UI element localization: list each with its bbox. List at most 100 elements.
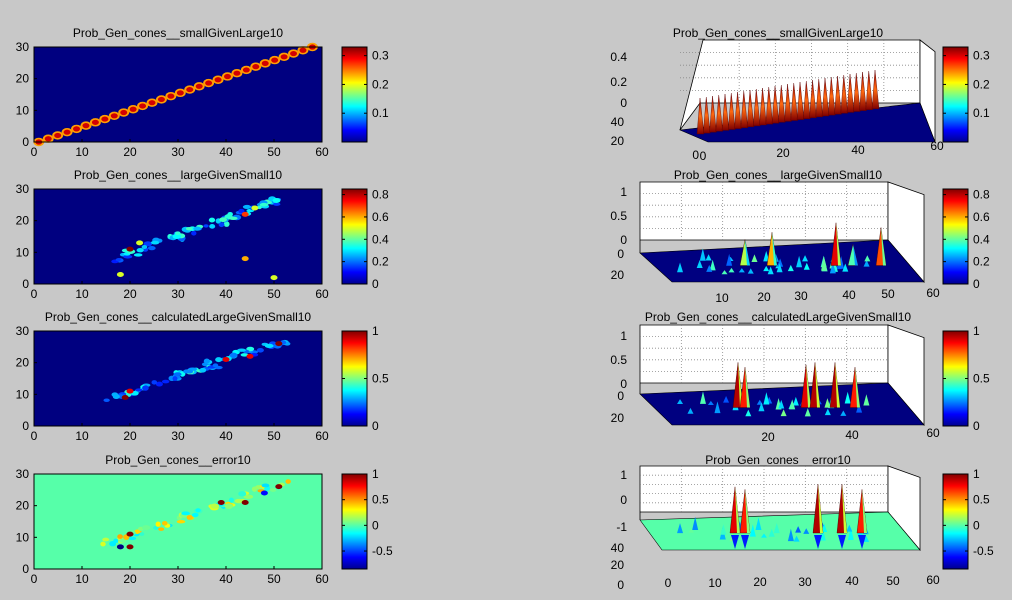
surface-peak bbox=[855, 367, 860, 408]
data-cell bbox=[136, 248, 144, 253]
data-cell bbox=[264, 343, 274, 348]
data-cell bbox=[219, 217, 228, 222]
data-cell bbox=[228, 497, 234, 503]
surface-peak bbox=[814, 535, 822, 549]
data-cell bbox=[142, 385, 149, 391]
colorbar-gradient bbox=[341, 330, 368, 427]
surface-peak bbox=[745, 239, 750, 266]
colorbar-tick-label: 0 bbox=[372, 277, 379, 291]
x-tick-label: 20 bbox=[123, 429, 137, 443]
surface-peak bbox=[792, 396, 799, 406]
surface-peak bbox=[720, 524, 727, 535]
colorbar-tick-label: 0.5 bbox=[372, 372, 389, 386]
colorbar-tick-label: 0.1 bbox=[372, 106, 389, 120]
y-tick-label: 20 bbox=[611, 411, 625, 425]
data-cell bbox=[217, 500, 225, 505]
surface-peak bbox=[802, 255, 809, 262]
data-cell bbox=[129, 106, 137, 112]
surface-peak bbox=[819, 528, 826, 541]
data-cell bbox=[205, 80, 213, 86]
x-tick-label: 60 bbox=[926, 286, 940, 300]
data-cell bbox=[115, 258, 121, 262]
data-cell bbox=[167, 93, 175, 99]
y-tick-label: 30 bbox=[16, 324, 30, 338]
heatmap-p7: Prob_Gen_cones__error10 0 10 20 30 40 50 60 0 10 2… bbox=[16, 453, 329, 586]
y-tick-label: 20 bbox=[611, 268, 625, 282]
data-cell bbox=[44, 136, 52, 142]
colorbar-tick-label: 0.5 bbox=[973, 493, 990, 507]
surface-peaks bbox=[677, 362, 870, 417]
data-cell bbox=[183, 369, 191, 374]
data-cell bbox=[208, 217, 216, 223]
surface-peak bbox=[768, 528, 775, 537]
surface-peak bbox=[765, 86, 773, 125]
data-cell bbox=[117, 534, 123, 539]
colorbar: 0 0.2 0.4 0.6 0.8 bbox=[942, 188, 990, 291]
chart-title: Prob_Gen_cones__smallGivenLarge10 bbox=[73, 26, 283, 40]
data-cell bbox=[191, 230, 197, 236]
x-tick-label: 60 bbox=[926, 573, 940, 587]
surface-peak bbox=[707, 400, 714, 406]
surface-peak bbox=[821, 256, 828, 271]
surface-peak bbox=[803, 528, 810, 534]
x-tick-label: 40 bbox=[219, 429, 233, 443]
data-cell bbox=[209, 224, 216, 229]
data-cell bbox=[199, 367, 207, 373]
data-cell bbox=[215, 357, 223, 363]
x-tick-label: 20 bbox=[123, 287, 137, 301]
colorbar: 0 0.2 0.4 0.6 0.8 bbox=[341, 188, 389, 291]
surface-peak bbox=[677, 523, 684, 534]
data-cells bbox=[100, 479, 291, 550]
surface-peak bbox=[796, 81, 805, 120]
surface-peak bbox=[714, 401, 721, 414]
x-tick-label: 0 bbox=[665, 576, 672, 590]
colorbar-tick-label: 0.1 bbox=[973, 106, 990, 120]
data-cell bbox=[243, 494, 253, 499]
surface-peak bbox=[856, 402, 863, 413]
colorbar-tick-label: 0.4 bbox=[973, 232, 990, 246]
data-cell bbox=[139, 532, 145, 536]
colorbar-tick-label: 1 bbox=[973, 467, 980, 481]
surface-peak bbox=[745, 409, 752, 417]
colorbar-tick-label: 0 bbox=[372, 518, 379, 532]
data-cell bbox=[150, 240, 160, 245]
data-cell bbox=[285, 479, 291, 484]
surface-peak bbox=[767, 266, 774, 275]
surface-peak bbox=[787, 264, 794, 272]
x-tick-label: 30 bbox=[171, 572, 185, 586]
surface-peak bbox=[703, 96, 711, 134]
surface-peak bbox=[780, 409, 787, 417]
data-cell bbox=[241, 211, 249, 217]
colorbar-tick-label: 0 bbox=[973, 518, 980, 532]
x-tick-label: 30 bbox=[171, 145, 185, 159]
surface-peak bbox=[790, 82, 798, 121]
surface-peak bbox=[818, 484, 823, 533]
data-cell bbox=[185, 226, 193, 231]
surface-peak bbox=[735, 486, 740, 533]
data-cell bbox=[136, 240, 144, 246]
data-cell bbox=[54, 132, 62, 139]
colorbar-tick-label: 0.2 bbox=[973, 77, 990, 91]
data-cell bbox=[155, 381, 163, 387]
surface-peak bbox=[696, 97, 705, 135]
colorbar-tick-label: 1 bbox=[372, 467, 379, 481]
surface-peak bbox=[840, 410, 847, 416]
colorbar-tick-label: 0.2 bbox=[973, 255, 990, 269]
x-tick-label: 30 bbox=[171, 429, 185, 443]
data-cell bbox=[118, 538, 127, 543]
colorbar: -0.5 0 0.5 1 bbox=[942, 467, 994, 570]
surface-peak bbox=[731, 535, 739, 549]
x-tick-label: 40 bbox=[845, 428, 859, 442]
data-cell bbox=[63, 129, 71, 135]
data-cell bbox=[246, 353, 254, 359]
data-cell bbox=[241, 256, 249, 262]
data-cell bbox=[158, 527, 165, 531]
surface-peak bbox=[721, 93, 730, 131]
colorbar: 0.1 0.2 0.3 bbox=[942, 46, 990, 143]
surface-peak bbox=[784, 83, 792, 122]
colorbar-tick-label: 0 bbox=[973, 277, 980, 291]
surface-peak bbox=[776, 263, 783, 273]
surface-peak bbox=[677, 399, 684, 404]
x-tick-label: 10 bbox=[75, 145, 89, 159]
surface-peak bbox=[728, 267, 735, 273]
